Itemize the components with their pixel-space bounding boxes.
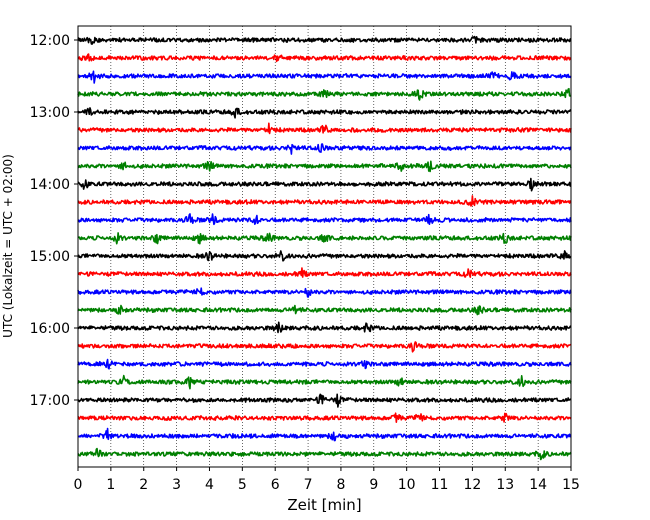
y-tick-label-3: 15:00 bbox=[30, 249, 70, 265]
trace-1415 bbox=[77, 195, 572, 207]
trace-1330 bbox=[77, 143, 572, 155]
x-tick-label-12: 12 bbox=[463, 477, 481, 493]
x-tick-label-8: 8 bbox=[336, 477, 345, 493]
x-tick-label-3: 3 bbox=[172, 477, 181, 493]
y-tick-label-2: 14:00 bbox=[30, 177, 70, 193]
x-tick-label-5: 5 bbox=[238, 477, 247, 493]
trace-1315 bbox=[77, 122, 572, 135]
plot-frame bbox=[77, 25, 572, 468]
trace-1500 bbox=[77, 250, 572, 262]
y-axis-title: UTC (Lokalzeit = UTC + 02:00) bbox=[1, 154, 15, 338]
trace-1230 bbox=[77, 70, 572, 84]
y-tick-label-4: 16:00 bbox=[30, 321, 70, 337]
y-tick-label-5: 17:00 bbox=[30, 393, 70, 409]
x-tick-label-6: 6 bbox=[271, 477, 280, 493]
x-axis-title: Zeit [min] bbox=[287, 496, 361, 514]
y-tick-label-0: 12:00 bbox=[30, 33, 70, 49]
trace-1615 bbox=[77, 341, 572, 353]
x-tick-label-13: 13 bbox=[496, 477, 514, 493]
trace-1215 bbox=[77, 53, 572, 63]
x-tick-label-14: 14 bbox=[529, 477, 547, 493]
trace-1245 bbox=[77, 87, 572, 101]
trace-1400 bbox=[77, 177, 572, 192]
x-axis-ticks: 0 1 2 3 4 5 6 7 8 9 10 11 12 13 14 15 bbox=[74, 467, 580, 493]
trace-1545 bbox=[77, 304, 572, 316]
y-tick-label-1: 13:00 bbox=[30, 105, 70, 121]
trace-1430 bbox=[77, 213, 572, 226]
trace-group bbox=[77, 35, 572, 461]
trace-1200 bbox=[77, 35, 572, 45]
trace-1345 bbox=[77, 160, 572, 173]
y-axis-ticks: 12:00 13:00 14:00 15:00 16:00 17:00 bbox=[30, 33, 78, 409]
x-tick-label-15: 15 bbox=[562, 477, 580, 493]
x-tick-label-9: 9 bbox=[369, 477, 378, 493]
trace-1515 bbox=[77, 267, 572, 278]
trace-1700 bbox=[77, 393, 572, 408]
trace-1645 bbox=[77, 374, 572, 390]
trace-1445 bbox=[77, 232, 572, 245]
trace-1630 bbox=[77, 358, 572, 370]
x-tick-label-1: 1 bbox=[106, 477, 115, 493]
x-tick-label-11: 11 bbox=[431, 477, 449, 493]
x-tick-label-0: 0 bbox=[74, 477, 83, 493]
x-tick-label-2: 2 bbox=[139, 477, 148, 493]
trace-1745 bbox=[77, 447, 572, 461]
trace-1530 bbox=[77, 287, 572, 298]
x-tick-label-7: 7 bbox=[304, 477, 313, 493]
trace-1300 bbox=[77, 107, 572, 119]
trace-1730 bbox=[77, 427, 572, 442]
x-tick-label-10: 10 bbox=[398, 477, 416, 493]
trace-1600 bbox=[77, 321, 572, 334]
x-tick-label-4: 4 bbox=[205, 477, 214, 493]
trace-1715 bbox=[77, 412, 572, 424]
